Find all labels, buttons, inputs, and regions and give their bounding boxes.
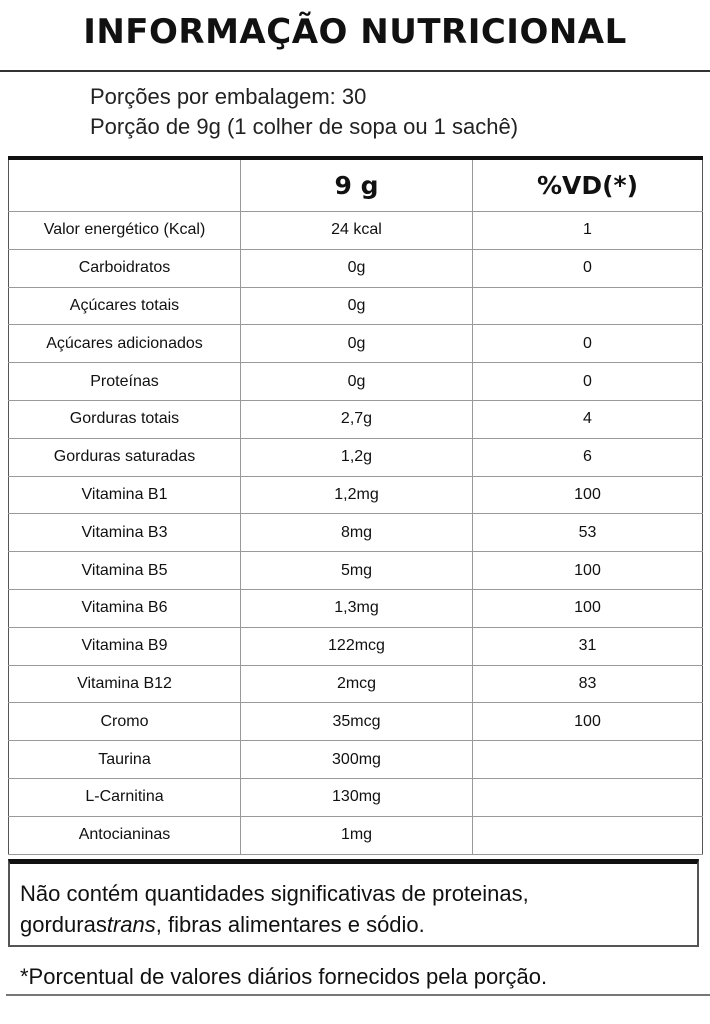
table-row: Açúcares totais 0g (8, 286, 703, 326)
footnote: *Porcentual de valores diários fornecido… (20, 964, 548, 989)
nutrient-name: Proteínas (8, 362, 241, 401)
daily-value: 6 (472, 437, 703, 477)
amount: 0g (240, 362, 473, 401)
amount: 0g (240, 248, 473, 288)
amount: 0g (240, 324, 473, 364)
table-row: Gorduras totais 2,7g 4 (8, 399, 703, 439)
table-row: Proteínas 0g 0 (8, 362, 703, 401)
table-row: Vitamina B12 2mcg 83 (8, 664, 703, 704)
table-row: Açúcares adicionados 0g 0 (8, 324, 703, 364)
note-line: gordurastrans, fibras alimentares e sódi… (20, 909, 697, 940)
note-text: gorduras (20, 912, 107, 937)
nutrient-name: Vitamina B6 (8, 588, 241, 628)
daily-value: 100 (472, 475, 703, 515)
daily-value: 31 (472, 626, 703, 666)
daily-value: 0 (472, 324, 703, 364)
amount: 1,3mg (240, 588, 473, 628)
daily-value: 4 (472, 399, 703, 439)
amount: 2mcg (240, 664, 473, 704)
nutrient-name: Vitamina B1 (8, 475, 241, 515)
nutrient-name: Carboidratos (8, 248, 241, 288)
table-row: Taurina 300mg (8, 740, 703, 779)
page-title: INFORMAÇÃO NUTRICIONAL (83, 12, 627, 52)
nutrient-name: Vitamina B5 (8, 551, 241, 590)
note-box: Não contém quantidades significativas de… (8, 859, 699, 947)
note-text: , fibras alimentares e sódio. (155, 912, 425, 937)
nutrient-name: Gorduras saturadas (8, 437, 241, 477)
note-line: Não contém quantidades significativas de… (20, 881, 529, 906)
divider (6, 994, 710, 996)
amount: 0g (240, 286, 473, 326)
table-row: Carboidratos 0g 0 (8, 248, 703, 288)
amount: 122mcg (240, 626, 473, 666)
nutrient-name: Taurina (8, 740, 241, 779)
daily-value (472, 777, 703, 817)
daily-value (472, 286, 703, 326)
amount: 300mg (240, 740, 473, 779)
table-row: Vitamina B9 122mcg 31 (8, 626, 703, 666)
nutrient-name: Açúcares adicionados (8, 324, 241, 364)
daily-value: 0 (472, 362, 703, 401)
table-row: L-Carnitina 130mg (8, 777, 703, 817)
serving-size: Porção de 9g (1 colher de sopa ou 1 sach… (90, 114, 519, 139)
nutrition-table: 9 g %VD(*) Valor energético (Kcal) 24 kca… (8, 156, 703, 855)
table-row: Vitamina B3 8mg 53 (8, 513, 703, 553)
table-row: Vitamina B1 1,2mg 100 (8, 475, 703, 515)
daily-value: 0 (472, 248, 703, 288)
amount: 8mg (240, 513, 473, 553)
nutrient-name: L-Carnitina (8, 777, 241, 817)
nutrient-name: Valor energético (Kcal) (8, 211, 241, 250)
table-row: Gorduras saturadas 1,2g 6 (8, 437, 703, 477)
header-cell: %VD(*) (472, 157, 703, 212)
amount: 24 kcal (240, 211, 473, 250)
note-italic: trans (106, 912, 156, 937)
daily-value: 100 (472, 551, 703, 590)
daily-value: 100 (472, 702, 703, 742)
nutrient-name: Vitamina B9 (8, 626, 241, 666)
amount: 1mg (240, 815, 473, 855)
nutrient-name: Açúcares totais (8, 286, 241, 326)
amount: 35mcg (240, 702, 473, 742)
divider (0, 70, 710, 72)
nutrient-name: Vitamina B12 (8, 664, 241, 704)
daily-value (472, 740, 703, 779)
servings-per-package: Porções por embalagem: 30 (90, 84, 367, 109)
daily-value: 83 (472, 664, 703, 704)
nutrient-name: Gorduras totais (8, 399, 241, 439)
table-row: Vitamina B6 1,3mg 100 (8, 588, 703, 628)
amount: 1,2g (240, 437, 473, 477)
amount: 5mg (240, 551, 473, 590)
daily-value: 100 (472, 588, 703, 628)
nutrient-name: Antocianinas (8, 815, 241, 855)
nutrient-name: Cromo (8, 702, 241, 742)
daily-value: 1 (472, 211, 703, 250)
table-row: Cromo 35mcg 100 (8, 702, 703, 742)
table-row: Vitamina B5 5mg 100 (8, 551, 703, 590)
daily-value (472, 815, 703, 855)
amount: 130mg (240, 777, 473, 817)
amount: 1,2mg (240, 475, 473, 515)
nutrient-name: Vitamina B3 (8, 513, 241, 553)
table-header-row: 9 g %VD(*) (8, 157, 703, 212)
table-row: Antocianinas 1mg (8, 815, 703, 855)
header-cell: 9 g (240, 157, 473, 212)
table-row: Valor energético (Kcal) 24 kcal 1 (8, 211, 703, 250)
header-cell (8, 157, 241, 212)
amount: 2,7g (240, 399, 473, 439)
daily-value: 53 (472, 513, 703, 553)
